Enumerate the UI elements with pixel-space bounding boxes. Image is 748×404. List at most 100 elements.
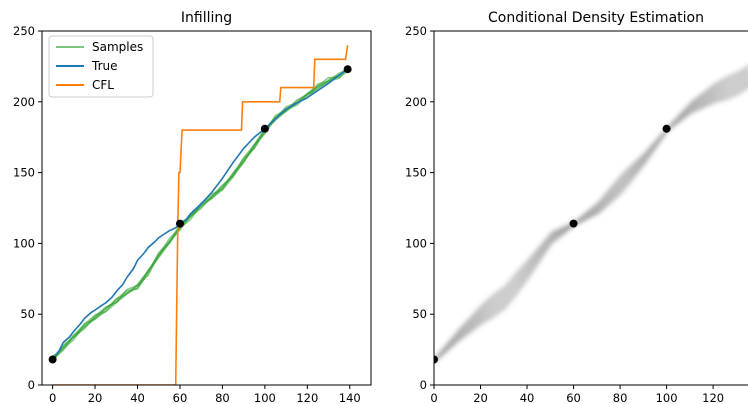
- density-cell: [440, 348, 444, 356]
- density-cell: [606, 190, 610, 207]
- observed-point: [343, 65, 352, 74]
- density-cell: [659, 134, 663, 141]
- density-cell: [482, 302, 486, 323]
- density-cell: [436, 354, 440, 360]
- density-cell: [608, 187, 612, 205]
- left-x-tick-label: 140: [339, 391, 361, 404]
- density-cell: [596, 201, 600, 215]
- infilling-panel: Infilling 0 20 40 60 80 100 120 140 0 50…: [13, 10, 372, 404]
- density-cell: [694, 97, 698, 112]
- density-cell: [678, 113, 682, 123]
- density-cell: [552, 230, 556, 243]
- density-cell: [675, 116, 679, 124]
- density-cell: [624, 169, 628, 189]
- left-x-axis: 0 20 40 60 80 100 120 140: [49, 385, 361, 404]
- left-plot-lines: [51, 45, 349, 385]
- left-observed-points: [48, 65, 352, 364]
- right-x-tick-label: 40: [520, 391, 535, 404]
- density-cell: [650, 144, 654, 155]
- density-cell: [713, 83, 717, 104]
- density-cell: [443, 346, 447, 354]
- density-cell: [589, 207, 593, 218]
- density-cell: [654, 139, 658, 148]
- left-x-tick-label: 0: [49, 391, 56, 404]
- right-x-tick-label: 60: [566, 391, 581, 404]
- density-cell: [610, 185, 614, 203]
- density-cell: [673, 119, 677, 126]
- right-y-tick-label: 50: [412, 307, 427, 321]
- density-cell: [615, 179, 619, 199]
- density-cell: [575, 219, 579, 225]
- density-cell: [634, 160, 637, 177]
- density-cell: [594, 203, 598, 216]
- right-y-tick-label: 0: [420, 378, 427, 392]
- density-cell: [708, 86, 712, 106]
- right-x-tick-label: 80: [613, 391, 628, 404]
- density-cell: [680, 111, 684, 121]
- density-cell: [706, 88, 710, 107]
- density-cell: [627, 167, 630, 186]
- density-cell: [550, 231, 554, 244]
- density-cell: [554, 229, 558, 241]
- density-cell: [568, 223, 572, 230]
- density-cell: [547, 234, 551, 248]
- right-x-tick-label: 20: [473, 391, 488, 404]
- legend-label-cfl: CFL: [92, 78, 114, 92]
- density-cell: [534, 250, 537, 269]
- left-y-tick-label: 100: [13, 236, 35, 250]
- density-cell: [452, 334, 456, 346]
- left-x-tick-label: 100: [254, 391, 276, 404]
- density-cell: [566, 224, 570, 232]
- observed-point: [662, 124, 671, 133]
- left-x-tick-label: 20: [88, 391, 103, 404]
- right-chart-title: Conditional Density Estimation: [488, 10, 704, 26]
- density-panel: Conditional Density Estimation 0 20 40 6…: [405, 10, 748, 404]
- density-cell: [668, 124, 672, 130]
- density-cell: [692, 99, 696, 113]
- density-cell: [496, 290, 500, 315]
- density-cell: [466, 319, 470, 335]
- density-cell: [557, 228, 561, 239]
- density-cell: [454, 332, 458, 344]
- density-cell: [513, 273, 517, 298]
- density-cell: [685, 106, 689, 118]
- density-cell: [622, 171, 626, 192]
- left-x-tick-label: 80: [215, 391, 230, 404]
- density-cell: [499, 288, 503, 313]
- density-cell: [724, 76, 728, 101]
- density-cell: [647, 147, 651, 158]
- density-cell: [687, 103, 691, 116]
- density-cell: [599, 199, 603, 213]
- density-cell: [629, 165, 633, 183]
- density-cell: [741, 68, 744, 93]
- density-cell: [510, 276, 514, 301]
- density-cell: [715, 81, 719, 103]
- density-cell: [696, 95, 700, 111]
- density-cell: [736, 71, 740, 96]
- density-cell: [459, 326, 463, 340]
- right-x-tick-label: 100: [656, 391, 678, 404]
- density-cell: [745, 65, 748, 90]
- density-cell: [529, 256, 533, 276]
- right-y-tick-label: 100: [405, 236, 427, 250]
- left-y-tick-label: 0: [28, 378, 35, 392]
- density-cell: [540, 242, 544, 258]
- legend-box: [48, 35, 154, 98]
- density-cell: [485, 299, 489, 322]
- observed-point: [569, 219, 578, 228]
- right-y-tick-label: 150: [405, 166, 427, 180]
- density-cell: [503, 285, 507, 310]
- series-line-samples: [52, 70, 349, 357]
- density-cell: [710, 85, 714, 105]
- left-y-tick-label: 50: [20, 307, 35, 321]
- density-cell: [438, 351, 442, 358]
- density-cell: [501, 286, 505, 311]
- density-cell: [722, 77, 726, 101]
- observed-point: [434, 355, 438, 364]
- left-x-tick-label: 120: [296, 391, 318, 404]
- density-cell: [638, 156, 642, 171]
- density-cell: [587, 209, 591, 219]
- density-cell: [508, 279, 512, 304]
- density-cell: [461, 324, 465, 339]
